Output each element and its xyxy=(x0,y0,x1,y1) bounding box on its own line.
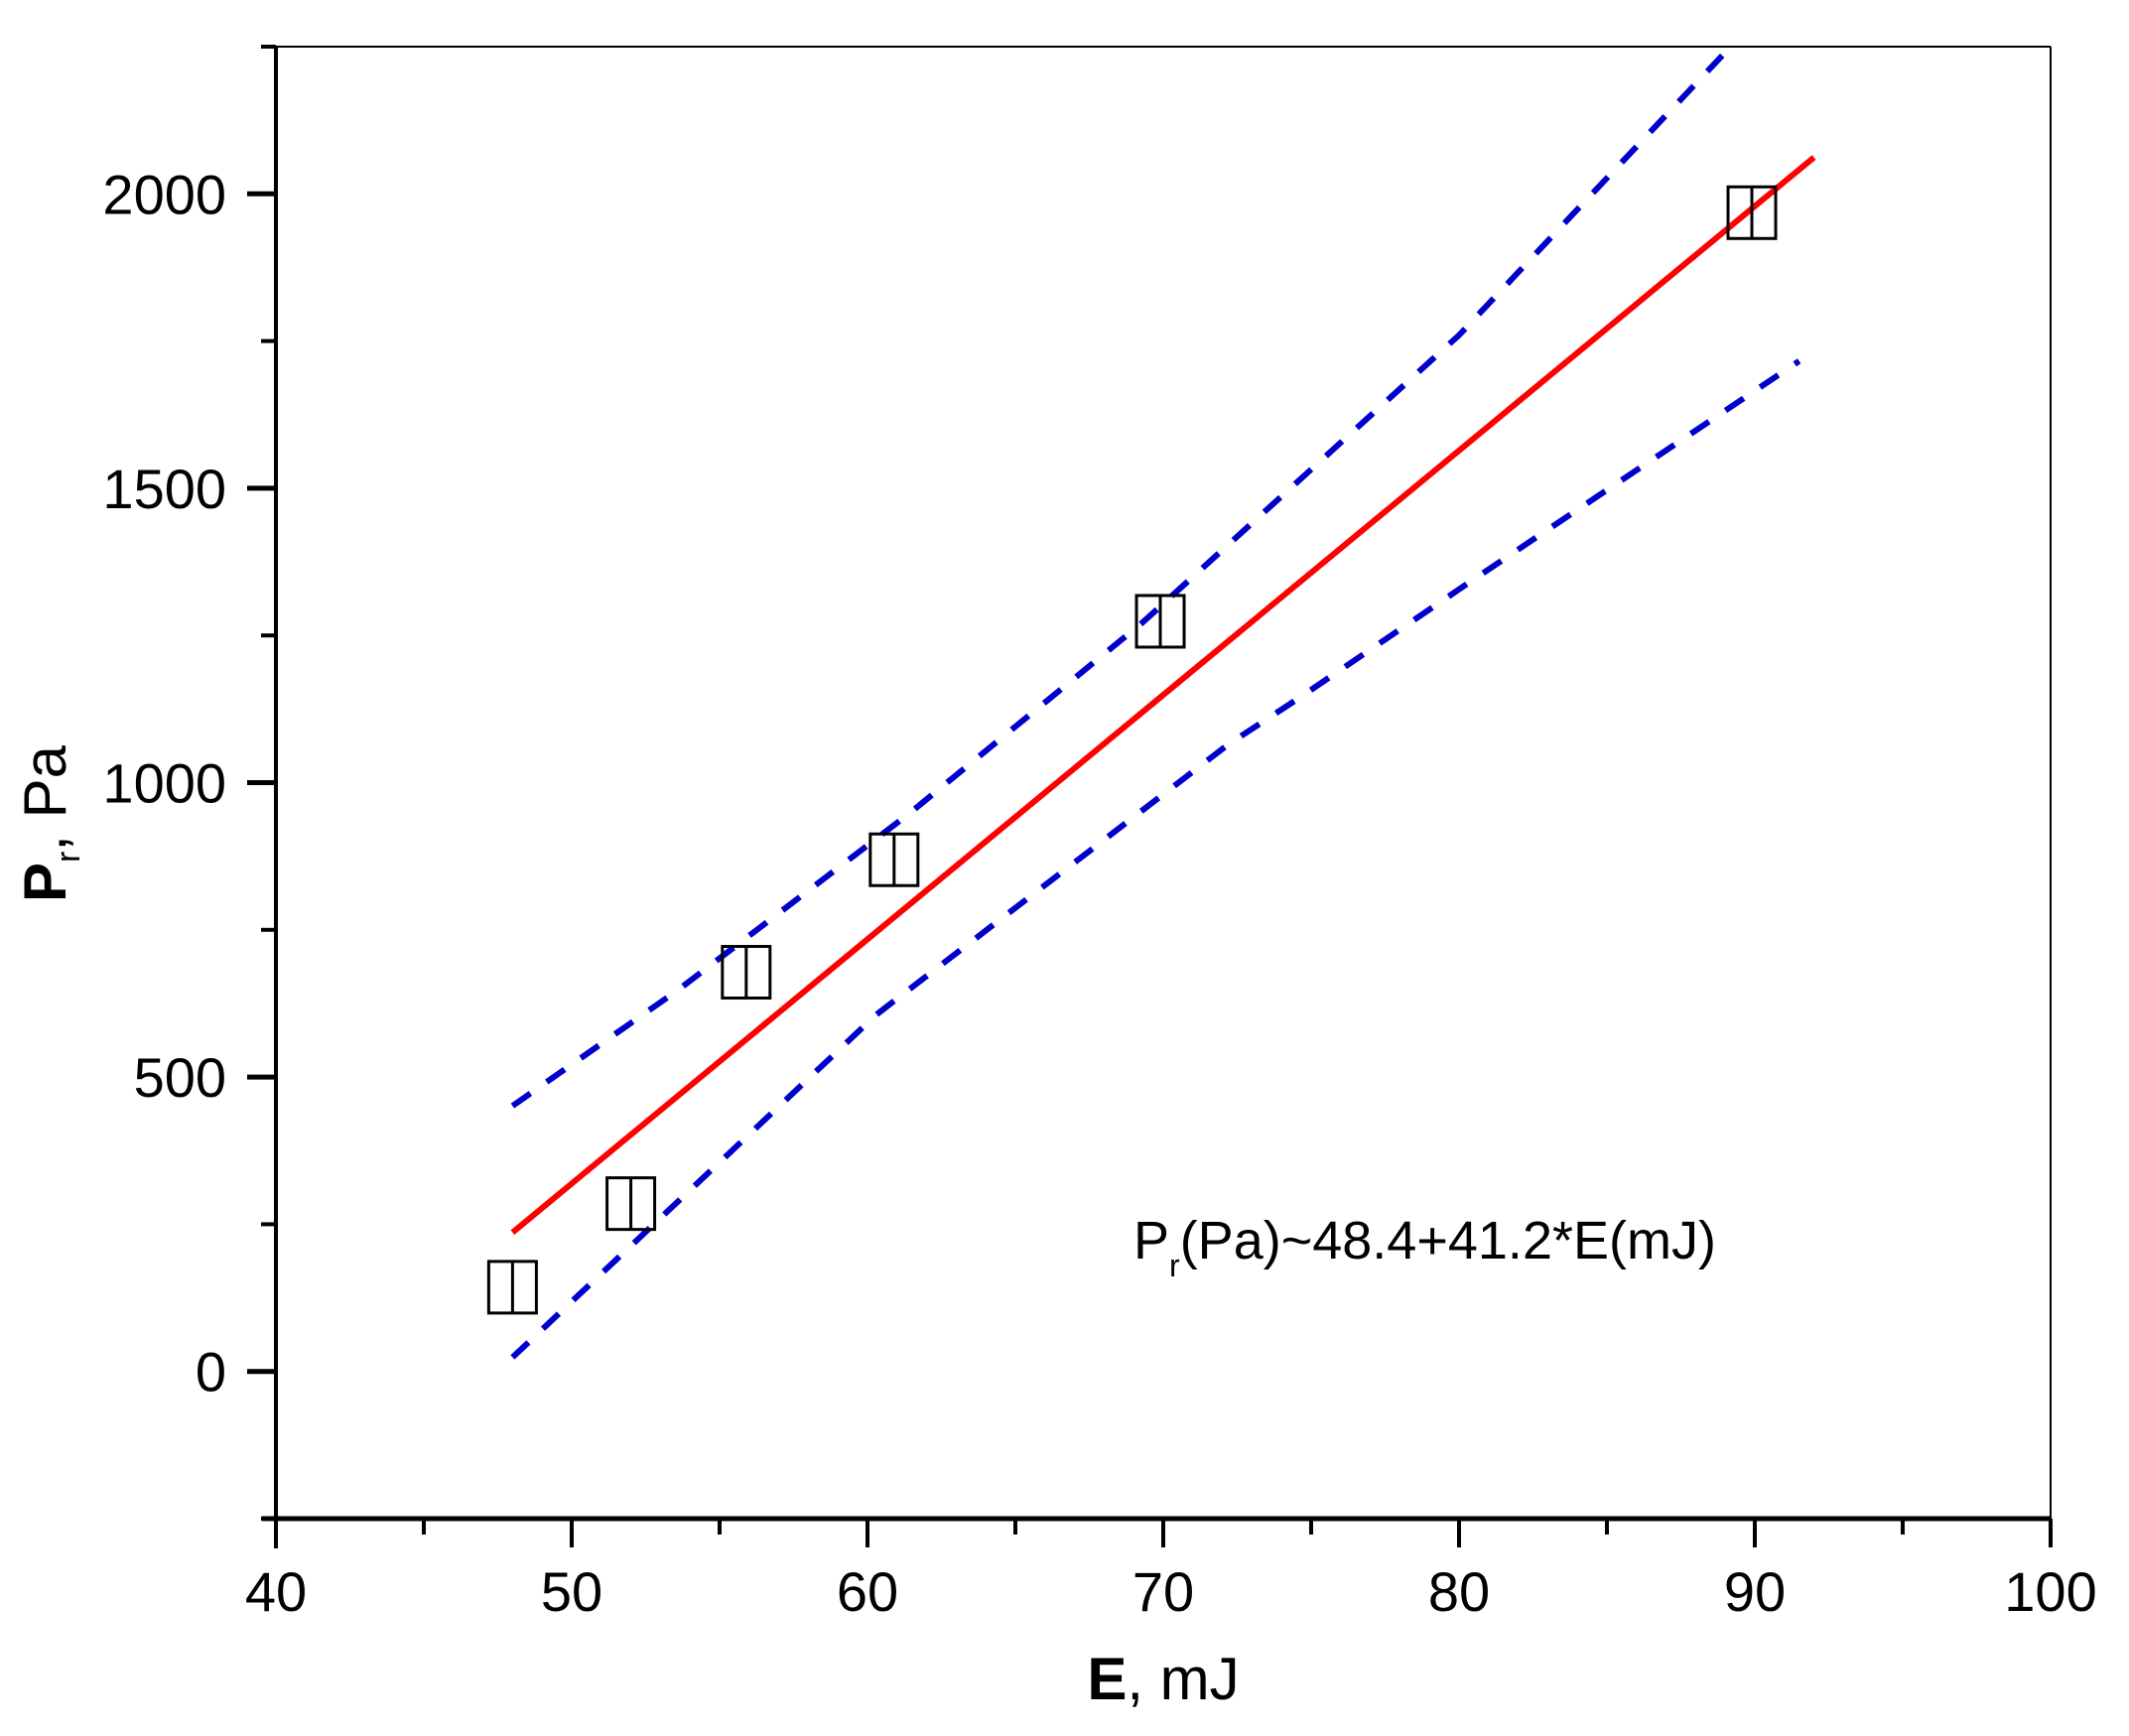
fit-equation-annotation: Pr(Pa)~48.4+41.2*E(mJ) xyxy=(1133,1211,1716,1283)
y-tick-label: 500 xyxy=(134,1046,226,1109)
x-tick-label: 80 xyxy=(1428,1560,1490,1623)
data-markers xyxy=(486,185,1778,1315)
data-point-marker xyxy=(486,1260,538,1315)
confidence-band-line xyxy=(510,358,1801,1360)
data-point-marker xyxy=(605,1176,657,1232)
x-axis: 40 50 60 70 80 90 100 xyxy=(245,1516,2097,1623)
x-tick-label: 70 xyxy=(1132,1560,1194,1623)
data-point-marker xyxy=(868,832,920,887)
y-axis-title: Pr, Pa xyxy=(12,744,87,902)
data-point-marker xyxy=(1726,185,1778,240)
data-point-marker xyxy=(1134,594,1186,649)
x-tick-label: 90 xyxy=(1724,1560,1786,1623)
x-tick-label: 50 xyxy=(541,1560,602,1623)
confidence-band-line xyxy=(510,47,1734,1109)
x-tick-label: 60 xyxy=(837,1560,898,1623)
y-tick-label: 2000 xyxy=(102,163,226,225)
y-tick-label: 0 xyxy=(196,1341,226,1403)
y-axis: 0 500 1000 1500 2000 xyxy=(102,45,278,1548)
x-axis-title: E, mJ xyxy=(1087,1646,1239,1712)
x-tick-label: 40 xyxy=(245,1560,307,1623)
plot-frame xyxy=(276,46,2052,1519)
data-point-marker xyxy=(721,945,772,1001)
x-tick-label: 100 xyxy=(2004,1560,2096,1623)
fit-line xyxy=(510,155,1816,1236)
y-tick-label: 1500 xyxy=(102,458,226,520)
series-layer xyxy=(510,47,1816,1360)
y-tick-label: 1000 xyxy=(102,752,226,815)
